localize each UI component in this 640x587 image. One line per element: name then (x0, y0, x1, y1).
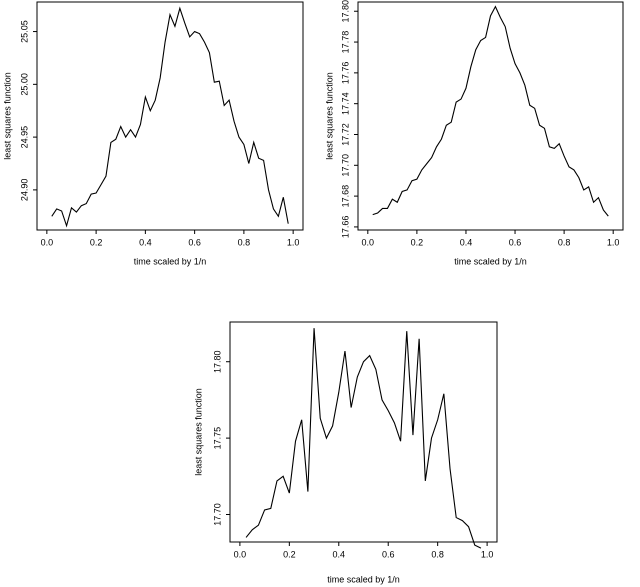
plot-frame (36, 1, 304, 231)
x-tick-label: 1.0 (481, 549, 494, 559)
y-tick-label: 17.74 (340, 92, 350, 115)
plot-frame (357, 1, 624, 231)
y-tick-label: 17.80 (212, 350, 222, 373)
x-tick-label: 0.2 (90, 237, 103, 247)
x-tick-label: 0.8 (238, 237, 251, 247)
y-tick-label: 17.70 (212, 503, 222, 526)
x-tick-label: 0.4 (460, 237, 473, 247)
data-line (245, 328, 482, 549)
y-axis-label: least squares function (324, 72, 334, 160)
x-axis-label: time scaled by 1/n (327, 574, 400, 584)
y-tick-label: 25.00 (19, 73, 29, 96)
y-tick-label: 17.70 (340, 154, 350, 177)
x-tick-label: 0.0 (234, 549, 247, 559)
x-tick-label: 0.6 (382, 549, 395, 559)
y-tick-label: 17.66 (340, 216, 350, 239)
x-tick-label: 0.8 (431, 549, 444, 559)
x-tick-label: 1.0 (607, 237, 620, 247)
y-tick-label: 17.78 (340, 31, 350, 54)
data-line (51, 6, 289, 228)
x-tick-label: 0.4 (333, 549, 346, 559)
y-tick-label: 24.90 (19, 179, 29, 202)
x-tick-label: 0.2 (411, 237, 424, 247)
y-axis-label: least squares function (193, 388, 203, 476)
y-tick-label: 17.72 (340, 123, 350, 146)
x-tick-label: 0.2 (283, 549, 296, 559)
x-axis-label: time scaled by 1/n (134, 256, 207, 266)
y-tick-label: 25.05 (19, 20, 29, 43)
x-tick-label: 0.0 (362, 237, 375, 247)
data-line (372, 5, 609, 217)
x-tick-label: 1.0 (287, 237, 300, 247)
y-tick-label: 17.80 (340, 0, 350, 23)
y-axis-label: least squares function (2, 72, 12, 160)
y-tick-label: 17.76 (340, 62, 350, 85)
x-tick-label: 0.4 (139, 237, 152, 247)
y-tick-label: 17.68 (340, 185, 350, 208)
y-tick-label: 17.75 (212, 427, 222, 450)
y-tick-label: 24.95 (19, 126, 29, 149)
x-tick-label: 0.8 (558, 237, 571, 247)
x-tick-label: 0.0 (41, 237, 54, 247)
x-axis-label: time scaled by 1/n (454, 256, 527, 266)
x-tick-label: 0.6 (188, 237, 201, 247)
plot-frame (229, 321, 498, 543)
x-tick-label: 0.6 (509, 237, 522, 247)
